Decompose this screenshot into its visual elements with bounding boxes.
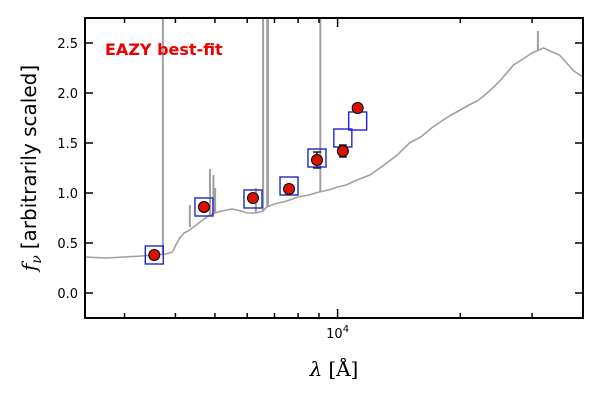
observed-point-4 xyxy=(310,154,323,166)
observed-point-3 xyxy=(283,183,296,195)
y-axis-subscript: ν xyxy=(29,255,45,264)
observed-photometry-markers xyxy=(148,102,364,261)
ytick-label-2: 1.0 xyxy=(57,187,78,202)
model-square-1 xyxy=(194,197,214,217)
error-bars xyxy=(150,103,362,258)
model-square-0 xyxy=(144,245,164,265)
axis-ticks xyxy=(85,18,584,318)
x-axis-symbol: λ xyxy=(309,357,323,381)
plot-area xyxy=(85,18,583,265)
observed-point-0 xyxy=(148,249,161,261)
ytick-label-5: 2.5 xyxy=(57,37,78,52)
ytick-label-3: 1.5 xyxy=(57,137,78,152)
ytick-label-0: 0.0 xyxy=(57,287,78,302)
model-square-6 xyxy=(347,111,368,131)
xtick-label-0: 104 xyxy=(326,324,349,342)
ytick-label-1: 0.5 xyxy=(57,237,78,252)
model-square-4 xyxy=(307,148,327,168)
ytick-label-4: 2.0 xyxy=(57,87,78,102)
x-tick-labels: 104 xyxy=(326,324,349,342)
model-square-5 xyxy=(333,128,353,148)
model-spectrum-line xyxy=(85,47,583,259)
x-axis-label: λ [Å] xyxy=(309,356,359,381)
y-axis-label: fν[arbitrarily scaled] xyxy=(17,65,45,273)
observed-point-1 xyxy=(197,201,210,213)
observed-point-2 xyxy=(246,192,259,204)
observed-point-5 xyxy=(336,145,349,157)
x-axis-text: [Å] xyxy=(328,356,358,381)
annotation-label: EAZY best-fit xyxy=(105,40,223,59)
y-axis-text: [arbitrarily scaled] xyxy=(17,65,41,249)
model-square-2 xyxy=(243,189,263,209)
axes-frame xyxy=(84,17,584,319)
observed-point-6 xyxy=(351,102,364,114)
y-tick-labels: 0.0 0.5 1.0 1.5 2.0 2.5 xyxy=(57,37,78,302)
